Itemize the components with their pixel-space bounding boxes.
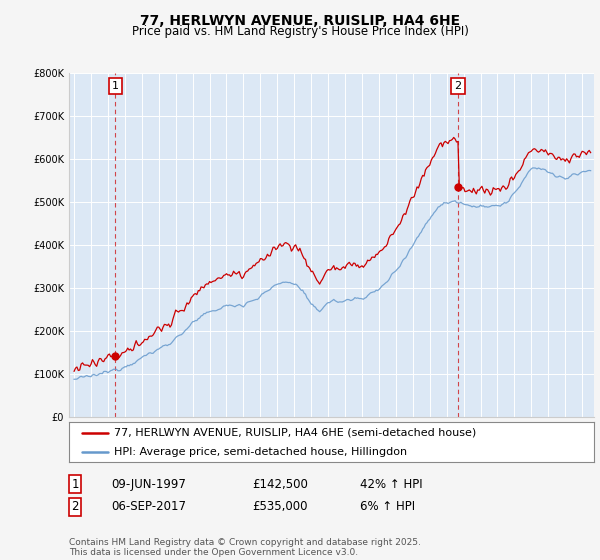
Text: 2: 2 (454, 81, 461, 91)
Text: 09-JUN-1997: 09-JUN-1997 (111, 478, 186, 491)
Text: 06-SEP-2017: 06-SEP-2017 (111, 500, 186, 514)
Text: £535,000: £535,000 (252, 500, 308, 514)
Text: 42% ↑ HPI: 42% ↑ HPI (360, 478, 422, 491)
Text: Price paid vs. HM Land Registry's House Price Index (HPI): Price paid vs. HM Land Registry's House … (131, 25, 469, 38)
Text: 6% ↑ HPI: 6% ↑ HPI (360, 500, 415, 514)
Text: 2: 2 (71, 500, 79, 514)
Text: 1: 1 (112, 81, 119, 91)
Text: 77, HERLWYN AVENUE, RUISLIP, HA4 6HE (semi-detached house): 77, HERLWYN AVENUE, RUISLIP, HA4 6HE (se… (113, 428, 476, 438)
Text: 1: 1 (71, 478, 79, 491)
Text: 77, HERLWYN AVENUE, RUISLIP, HA4 6HE: 77, HERLWYN AVENUE, RUISLIP, HA4 6HE (140, 14, 460, 28)
Text: Contains HM Land Registry data © Crown copyright and database right 2025.
This d: Contains HM Land Registry data © Crown c… (69, 538, 421, 557)
Text: £142,500: £142,500 (252, 478, 308, 491)
Text: HPI: Average price, semi-detached house, Hillingdon: HPI: Average price, semi-detached house,… (113, 447, 407, 457)
